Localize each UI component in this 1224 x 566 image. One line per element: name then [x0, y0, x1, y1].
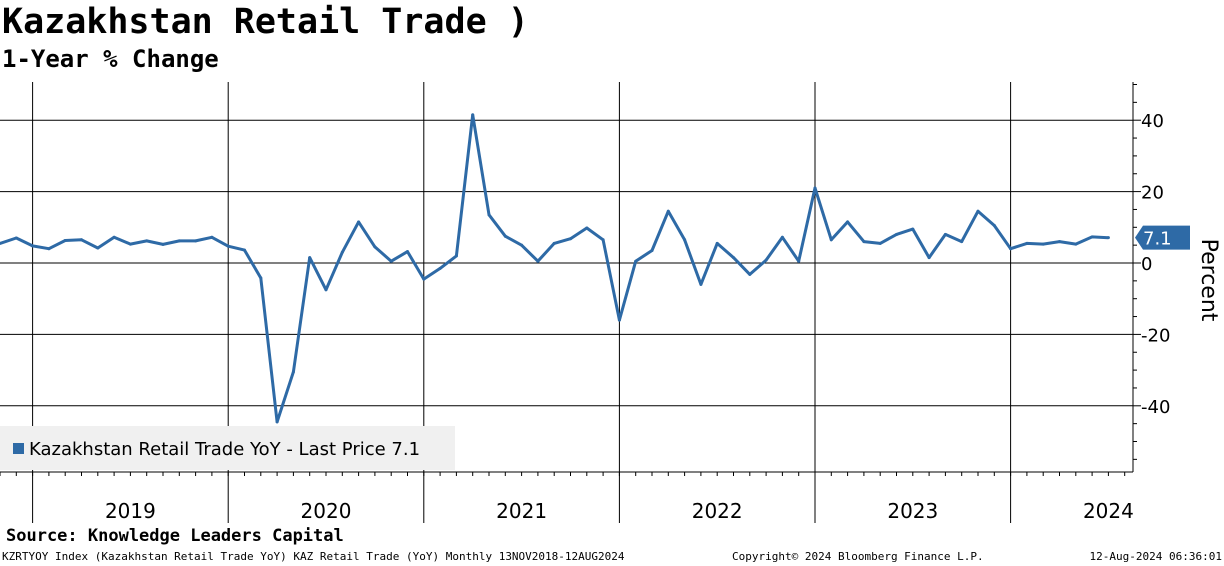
series-layer	[0, 113, 1110, 424]
data-point	[1090, 235, 1094, 239]
data-point	[911, 227, 915, 231]
data-point	[243, 248, 246, 252]
data-point	[536, 259, 540, 263]
data-point	[1074, 242, 1078, 246]
data-point	[487, 213, 491, 217]
data-point	[226, 244, 230, 248]
data-point	[552, 241, 556, 245]
data-point	[177, 239, 181, 243]
data-point	[569, 237, 572, 241]
y-tick-label: 40	[1141, 111, 1164, 132]
legend: Kazakhstan Retail Trade YoY - Last Price…	[0, 426, 455, 470]
data-point	[471, 113, 475, 117]
data-point	[764, 258, 768, 262]
x-tick-label: 2021	[496, 499, 547, 523]
data-point	[14, 236, 18, 240]
data-point	[601, 238, 605, 242]
last-price-tag: 7.1	[1135, 225, 1190, 250]
x-tick-label: 2022	[692, 499, 743, 523]
data-point	[992, 224, 996, 228]
data-point	[438, 266, 442, 270]
source-note: Source: Knowledge Leaders Capital	[6, 526, 344, 546]
x-axis: 2019 2020 2021 2022 2023 2024	[0, 471, 1134, 523]
data-point	[943, 232, 947, 236]
data-point	[161, 242, 165, 246]
data-point	[275, 420, 279, 424]
data-point	[520, 243, 524, 247]
y-tick-label: -40	[1141, 397, 1170, 418]
data-point	[927, 256, 931, 260]
data-point	[780, 235, 784, 239]
footer-copyright: Copyright© 2024 Bloomberg Finance L.P.	[732, 550, 984, 563]
data-point	[422, 277, 426, 281]
x-tick-label: 2020	[301, 499, 352, 523]
plot-area	[0, 82, 1133, 472]
data-point	[96, 246, 100, 250]
data-point	[406, 250, 409, 254]
data-point	[389, 259, 393, 263]
data-point	[666, 209, 670, 213]
footer-timestamp: 12-Aug-2024 06:36:01	[1089, 550, 1222, 563]
chart-subtitle: 1-Year % Change	[2, 45, 219, 73]
data-point	[895, 232, 898, 236]
data-point	[960, 240, 964, 244]
data-point	[715, 241, 719, 245]
x-tick-label: 2024	[1083, 499, 1134, 523]
data-point	[585, 226, 589, 230]
y-tick-label: 20	[1141, 183, 1164, 204]
data-point	[683, 238, 687, 242]
data-point	[373, 245, 377, 249]
data-point	[128, 242, 132, 246]
data-point	[308, 256, 312, 260]
chart-title: Kazakhstan Retail Trade )	[2, 2, 529, 42]
data-point	[650, 249, 654, 253]
data-point	[63, 239, 67, 243]
data-point	[291, 370, 295, 374]
data-point	[503, 234, 507, 238]
data-point	[748, 272, 752, 276]
data-point	[145, 239, 149, 243]
data-point	[617, 318, 621, 322]
data-point	[194, 239, 198, 243]
x-tick-label: 2019	[105, 499, 156, 523]
data-point	[862, 240, 866, 244]
data-point	[829, 238, 833, 242]
data-point	[259, 276, 263, 280]
data-point	[31, 244, 35, 248]
data-point	[0, 241, 2, 245]
data-point	[732, 256, 735, 260]
data-point	[357, 220, 361, 224]
data-point	[1009, 247, 1013, 251]
data-point	[80, 238, 83, 242]
y-axis: 40 20 0 -20 -40	[1132, 82, 1170, 472]
data-point	[634, 259, 638, 263]
data-point	[1106, 236, 1110, 240]
last-price-label: 7.1	[1143, 229, 1172, 250]
legend-background	[0, 426, 455, 470]
data-point	[846, 220, 850, 224]
data-point	[210, 235, 214, 239]
data-point	[797, 259, 801, 263]
data-point	[340, 250, 344, 254]
y-axis-label: Percent	[1196, 239, 1221, 322]
x-tick-label: 2023	[887, 499, 938, 523]
data-point	[813, 186, 817, 190]
data-point	[1041, 242, 1045, 246]
legend-swatch	[13, 443, 24, 454]
data-point	[47, 247, 51, 251]
data-point	[324, 288, 328, 292]
y-tick-label: 0	[1141, 254, 1152, 275]
data-point	[976, 209, 980, 213]
legend-label: Kazakhstan Retail Trade YoY - Last Price…	[29, 439, 420, 460]
data-point	[878, 241, 882, 245]
data-point	[699, 282, 703, 286]
footer-index-info: KZRTYOY Index (Kazakhstan Retail Trade Y…	[2, 550, 625, 563]
data-point	[1025, 241, 1029, 245]
last-price-marker	[1135, 225, 1190, 250]
data-point	[112, 235, 116, 239]
data-point	[454, 254, 458, 258]
data-point	[1058, 240, 1061, 244]
y-tick-label: -20	[1141, 325, 1170, 346]
